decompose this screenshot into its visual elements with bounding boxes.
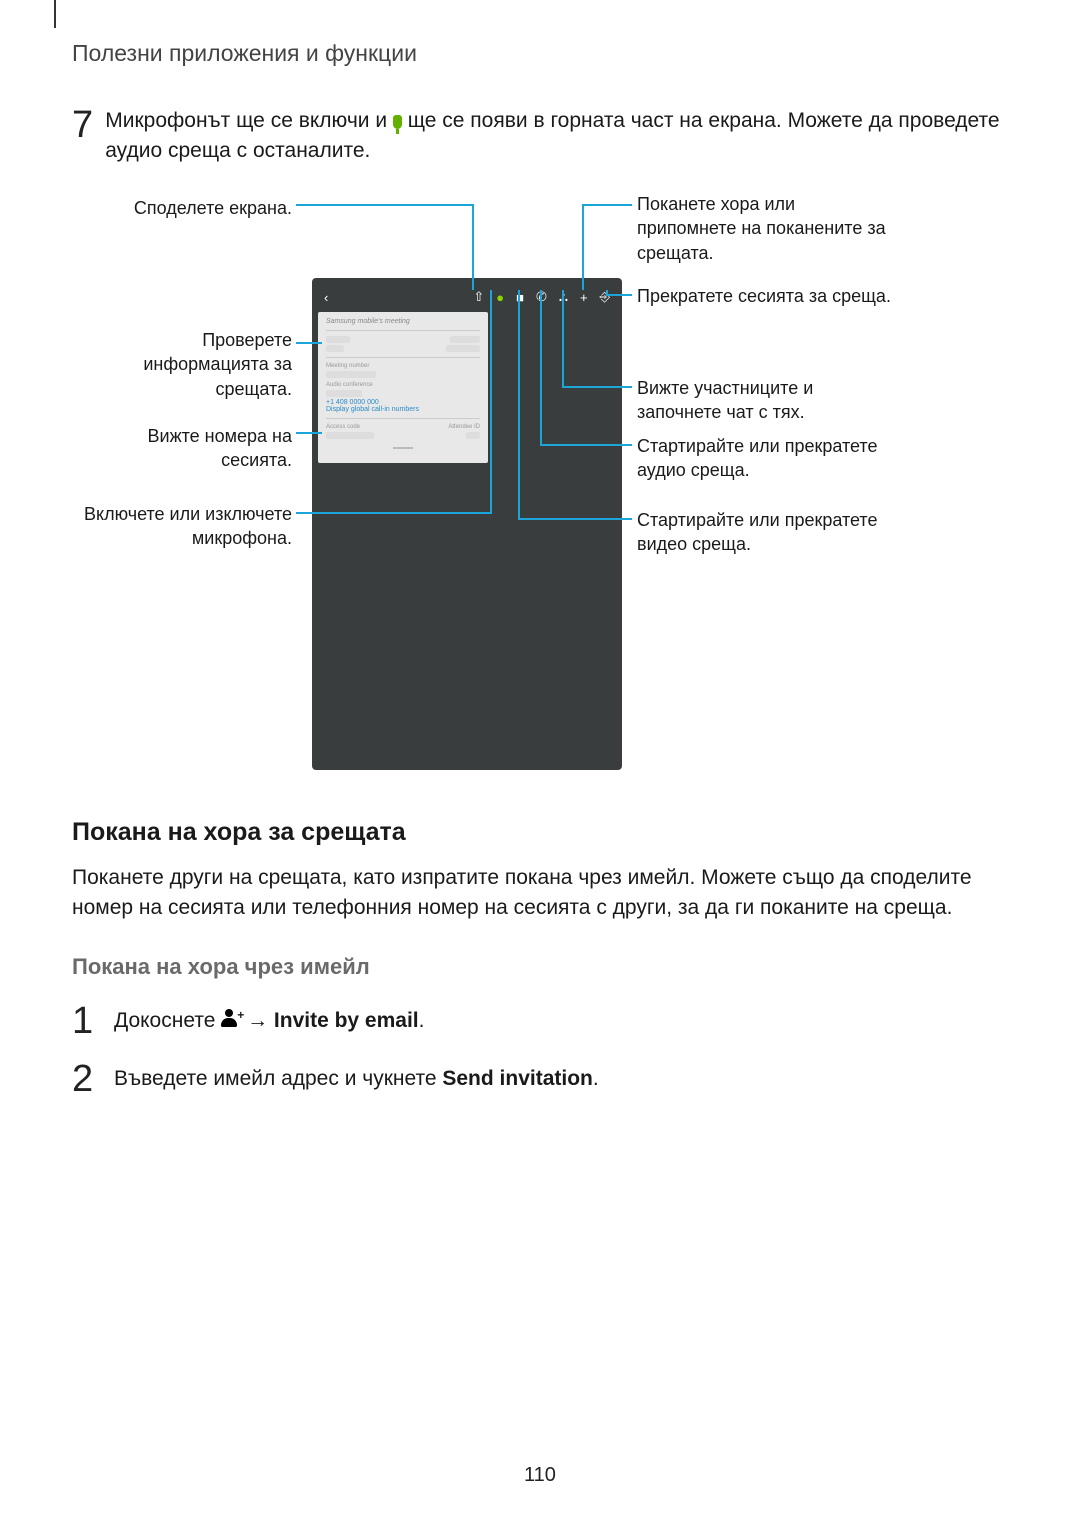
- step2-prefix: Въведете имейл адрес и чукнете: [114, 1067, 442, 1090]
- leader: [490, 290, 492, 514]
- leader: [606, 294, 632, 296]
- leader: [518, 518, 632, 520]
- subsection-title-email: Покана на хора чрез имейл: [72, 954, 1008, 980]
- mic-status-icon: ●: [496, 290, 504, 305]
- label-check-info: Проверете информацията за срещата.: [72, 328, 292, 401]
- crop-mark: [54, 0, 56, 28]
- step-1-text: Докоснете + → Invite by email.: [114, 1006, 424, 1036]
- step-7: 7 Микрофонът ще се включи и ще се появи …: [72, 106, 1008, 167]
- leader: [582, 204, 632, 206]
- step-number-1: 1: [72, 1002, 102, 1040]
- step1-arrow: →: [247, 1009, 274, 1032]
- step1-prefix: Докоснете: [114, 1009, 221, 1032]
- phone-info-panel: Samsung mobile's meeting Meeting number …: [318, 312, 488, 463]
- panel-title: Samsung mobile's meeting: [326, 318, 480, 325]
- step1-suffix: .: [419, 1009, 425, 1032]
- add-person-icon: +: [221, 1009, 241, 1027]
- leader: [606, 290, 608, 296]
- step7-text-before: Микрофонът ще се включи и: [105, 109, 393, 132]
- label-audio: Стартирайте или прекратете аудио среща.: [637, 434, 897, 483]
- leader: [582, 204, 584, 290]
- step1-bold: Invite by email: [274, 1009, 419, 1032]
- label-video: Стартирайте или прекратете видео среща.: [637, 508, 897, 557]
- leader: [296, 204, 472, 206]
- leader: [296, 342, 322, 344]
- leader: [540, 290, 542, 446]
- annotated-screenshot-diagram: Споделете екрана. Проверете информацията…: [72, 186, 1008, 786]
- panel-link-2: Display global call-in numbers: [326, 406, 480, 413]
- add-person-icon: +: [580, 290, 588, 305]
- leader: [518, 290, 520, 520]
- panel-handle: [393, 447, 413, 449]
- label-toggle-mic: Включете или изключете микрофона.: [72, 502, 292, 551]
- leader: [472, 204, 474, 290]
- step2-suffix: .: [593, 1067, 599, 1090]
- panel-link-1: +1 408 0000 000: [326, 399, 480, 406]
- phone-toolbar: ‹ ⇧ ● ■ ✆ ⛬ + ⎆: [318, 286, 616, 308]
- label-end-session: Прекратете сесията за среща.: [637, 284, 897, 308]
- leader: [296, 512, 490, 514]
- step-2: 2 Въведете имейл адрес и чукнете Send in…: [72, 1060, 1008, 1098]
- step2-bold: Send invitation: [442, 1067, 593, 1090]
- step-2-text: Въведете имейл адрес и чукнете Send invi…: [114, 1064, 599, 1094]
- leader: [562, 290, 564, 388]
- leader: [540, 444, 632, 446]
- step-number-7: 7: [72, 106, 95, 167]
- label-invite: Поканете хора или припомнете на поканени…: [637, 192, 897, 265]
- page-number: 110: [0, 1464, 1080, 1487]
- share-panel-icon: ⇧: [473, 289, 484, 305]
- microphone-icon: [393, 115, 402, 129]
- leader: [296, 432, 322, 434]
- label-participants: Вижте участниците и започнете чат с тях.: [637, 376, 897, 425]
- label-share-screen: Споделете екрана.: [72, 196, 292, 220]
- leader: [562, 386, 632, 388]
- step-1: 1 Докоснете + → Invite by email.: [72, 1002, 1008, 1040]
- phone-frame: ‹ ⇧ ● ■ ✆ ⛬ + ⎆ Samsung mobile's meeting…: [312, 278, 622, 770]
- section-title-invite: Покана на хора за срещата: [72, 818, 1008, 847]
- step-7-text: Микрофонът ще се включи и ще се появи в …: [105, 106, 1008, 167]
- back-icon: ‹: [324, 290, 328, 305]
- label-session-numbers: Вижте номера на сесията.: [72, 424, 292, 473]
- step-number-2: 2: [72, 1060, 102, 1098]
- invite-body-text: Поканете други на срещата, като изпратит…: [72, 863, 1008, 924]
- page-header: Полезни приложения и функции: [72, 40, 417, 67]
- invite-section: Покана на хора за срещата Поканете други…: [72, 818, 1008, 1098]
- exit-icon: ⎆: [600, 289, 610, 305]
